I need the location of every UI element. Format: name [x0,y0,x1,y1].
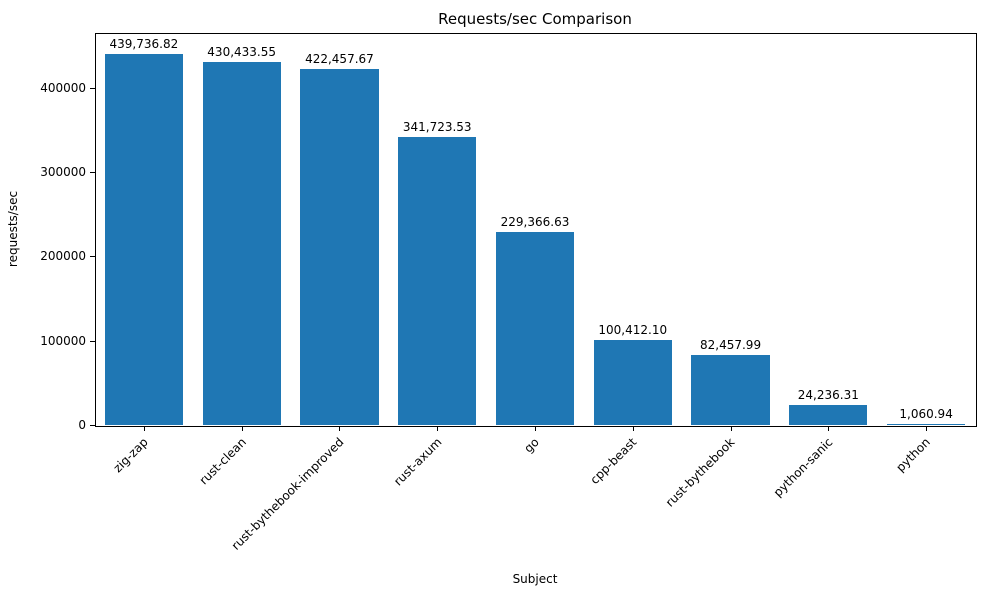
bar-value-label: 1,060.94 [899,407,953,421]
x-axis-tick-mark [339,426,341,431]
bar-value-label: 430,433.55 [207,45,277,60]
x-axis-tick-mark [241,426,243,431]
bar [104,54,183,425]
bar [593,340,672,425]
x-axis-tick-mark [730,426,732,431]
bar-value-label: 229,366.63 [500,214,570,229]
x-axis-tick-label: rust-bythebook-improved [228,435,347,553]
x-axis-tick-label: cpp-beast [587,435,640,487]
x-axis-tick-label: rust-axum [390,435,445,489]
bar-value-label: 82,457.99 [700,338,762,353]
x-axis-label: Subject [512,572,558,586]
bar-value-label: 422,457.67 [305,51,374,66]
bar-value-label: 100,412.10 [598,323,668,338]
x-axis-tick-label: python-sanic [770,435,836,500]
y-axis-tick-mark [90,425,95,426]
bar [495,231,575,425]
bar [398,136,477,425]
y-axis-tick-label: 0 [78,418,86,432]
bar-value-label: 341,723.53 [402,119,472,134]
y-axis-tick-label: 200000 [40,249,86,264]
x-axis-tick-mark [926,426,928,431]
y-axis-tick-label: 300000 [40,165,86,180]
y-axis-tick-mark [90,340,95,342]
bar-value-label: 24,236.31 [797,387,859,402]
x-axis-tick-mark [632,426,634,431]
bar [202,62,281,425]
x-axis-tick-label: rust-bythebook [662,435,738,510]
x-axis-tick-mark [828,426,830,431]
bar-value-label: 439,736.82 [109,37,179,52]
bar [691,355,770,425]
bar [300,68,379,425]
x-axis-tick-mark [535,426,536,431]
y-axis-tick-mark [90,172,95,174]
y-axis-tick-mark [90,256,95,258]
x-axis-tick-label: rust-clean [196,435,249,488]
bar [789,404,868,425]
x-axis-tick-mark [143,426,145,431]
y-axis-tick-mark [90,87,95,89]
x-axis-tick-label: go [521,435,542,456]
y-axis-tick-label: 400000 [40,80,86,95]
y-axis-tick-label: 100000 [40,333,86,348]
x-axis-tick-mark [437,426,439,431]
x-axis-tick-label: zig-zap [110,435,151,476]
x-axis-tick-label: python [893,435,934,475]
y-axis-label: requests/sec [6,190,20,268]
bar [887,424,966,425]
chart-title: Requests/sec Comparison [438,10,632,28]
